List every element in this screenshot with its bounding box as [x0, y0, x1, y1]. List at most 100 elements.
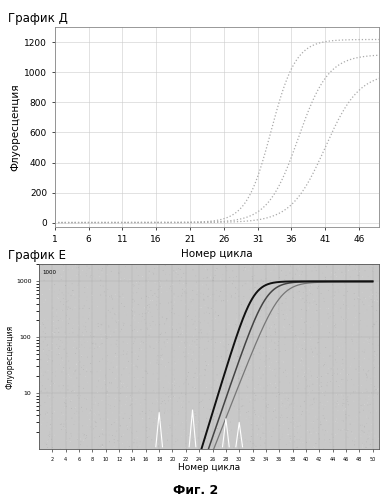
Point [77, 392, 84, 400]
Point [183, 390, 189, 398]
Point [165, 423, 172, 431]
Point [84, 442, 90, 450]
Point [65, 386, 71, 394]
Point [154, 420, 161, 428]
Point [62, 361, 68, 369]
Point [210, 314, 216, 322]
Point [80, 434, 86, 442]
Point [364, 394, 371, 402]
Point [48, 377, 55, 385]
Point [202, 357, 208, 365]
Point [276, 274, 282, 282]
Point [350, 266, 356, 274]
Point [144, 359, 151, 367]
Point [251, 318, 258, 326]
Point [292, 443, 298, 451]
Point [191, 435, 197, 443]
Point [261, 315, 267, 323]
Point [233, 273, 240, 281]
Point [264, 356, 271, 364]
Point [331, 443, 337, 451]
Point [249, 331, 255, 339]
Point [217, 261, 223, 269]
Point [202, 431, 208, 439]
Point [307, 426, 314, 434]
Point [300, 439, 306, 447]
Point [159, 313, 165, 321]
Point [147, 359, 154, 367]
Point [352, 420, 358, 428]
Point [310, 302, 317, 310]
Point [359, 426, 365, 434]
Point [311, 398, 317, 406]
Point [74, 434, 81, 442]
Point [230, 277, 237, 285]
Point [154, 388, 160, 396]
Point [61, 403, 68, 411]
Point [131, 411, 138, 419]
Point [332, 321, 339, 329]
Point [140, 339, 146, 347]
Point [84, 266, 90, 274]
Point [273, 384, 279, 392]
Point [295, 335, 301, 343]
Point [295, 371, 301, 379]
Point [180, 392, 186, 400]
Point [295, 412, 301, 420]
Point [56, 278, 62, 286]
Point [351, 289, 357, 297]
Point [211, 387, 217, 395]
Point [271, 365, 278, 373]
Point [205, 304, 212, 312]
Point [48, 435, 54, 443]
Point [230, 296, 236, 304]
Point [360, 260, 366, 268]
Point [272, 327, 278, 335]
Point [155, 440, 161, 448]
Point [138, 326, 144, 334]
Point [44, 357, 50, 365]
Point [205, 436, 211, 444]
Point [310, 418, 317, 426]
Point [331, 298, 337, 306]
Point [282, 402, 288, 410]
Point [305, 392, 311, 400]
Point [174, 265, 180, 273]
Point [348, 277, 354, 285]
Point [368, 429, 375, 437]
Point [371, 266, 377, 274]
Point [221, 369, 227, 377]
Point [246, 373, 252, 381]
Point [47, 354, 54, 362]
Point [265, 310, 271, 318]
Point [175, 268, 181, 276]
Point [159, 354, 165, 362]
Point [366, 339, 372, 347]
Point [82, 351, 88, 359]
Point [261, 384, 267, 392]
Point [322, 359, 328, 367]
Point [115, 272, 121, 280]
Point [241, 429, 248, 437]
Point [258, 291, 264, 299]
Point [193, 282, 199, 290]
Point [292, 443, 298, 451]
Point [124, 350, 130, 358]
Point [304, 272, 310, 280]
Point [185, 380, 192, 388]
Point [43, 422, 50, 430]
Point [221, 396, 228, 404]
Point [66, 402, 73, 410]
Point [63, 428, 70, 436]
Point [57, 350, 63, 358]
Point [371, 317, 377, 325]
Point [117, 332, 124, 340]
Point [158, 345, 165, 353]
Point [51, 369, 57, 377]
Point [373, 318, 380, 326]
Point [238, 444, 244, 452]
Point [276, 335, 283, 343]
Point [181, 262, 187, 270]
Point [72, 428, 79, 436]
Point [72, 349, 79, 357]
